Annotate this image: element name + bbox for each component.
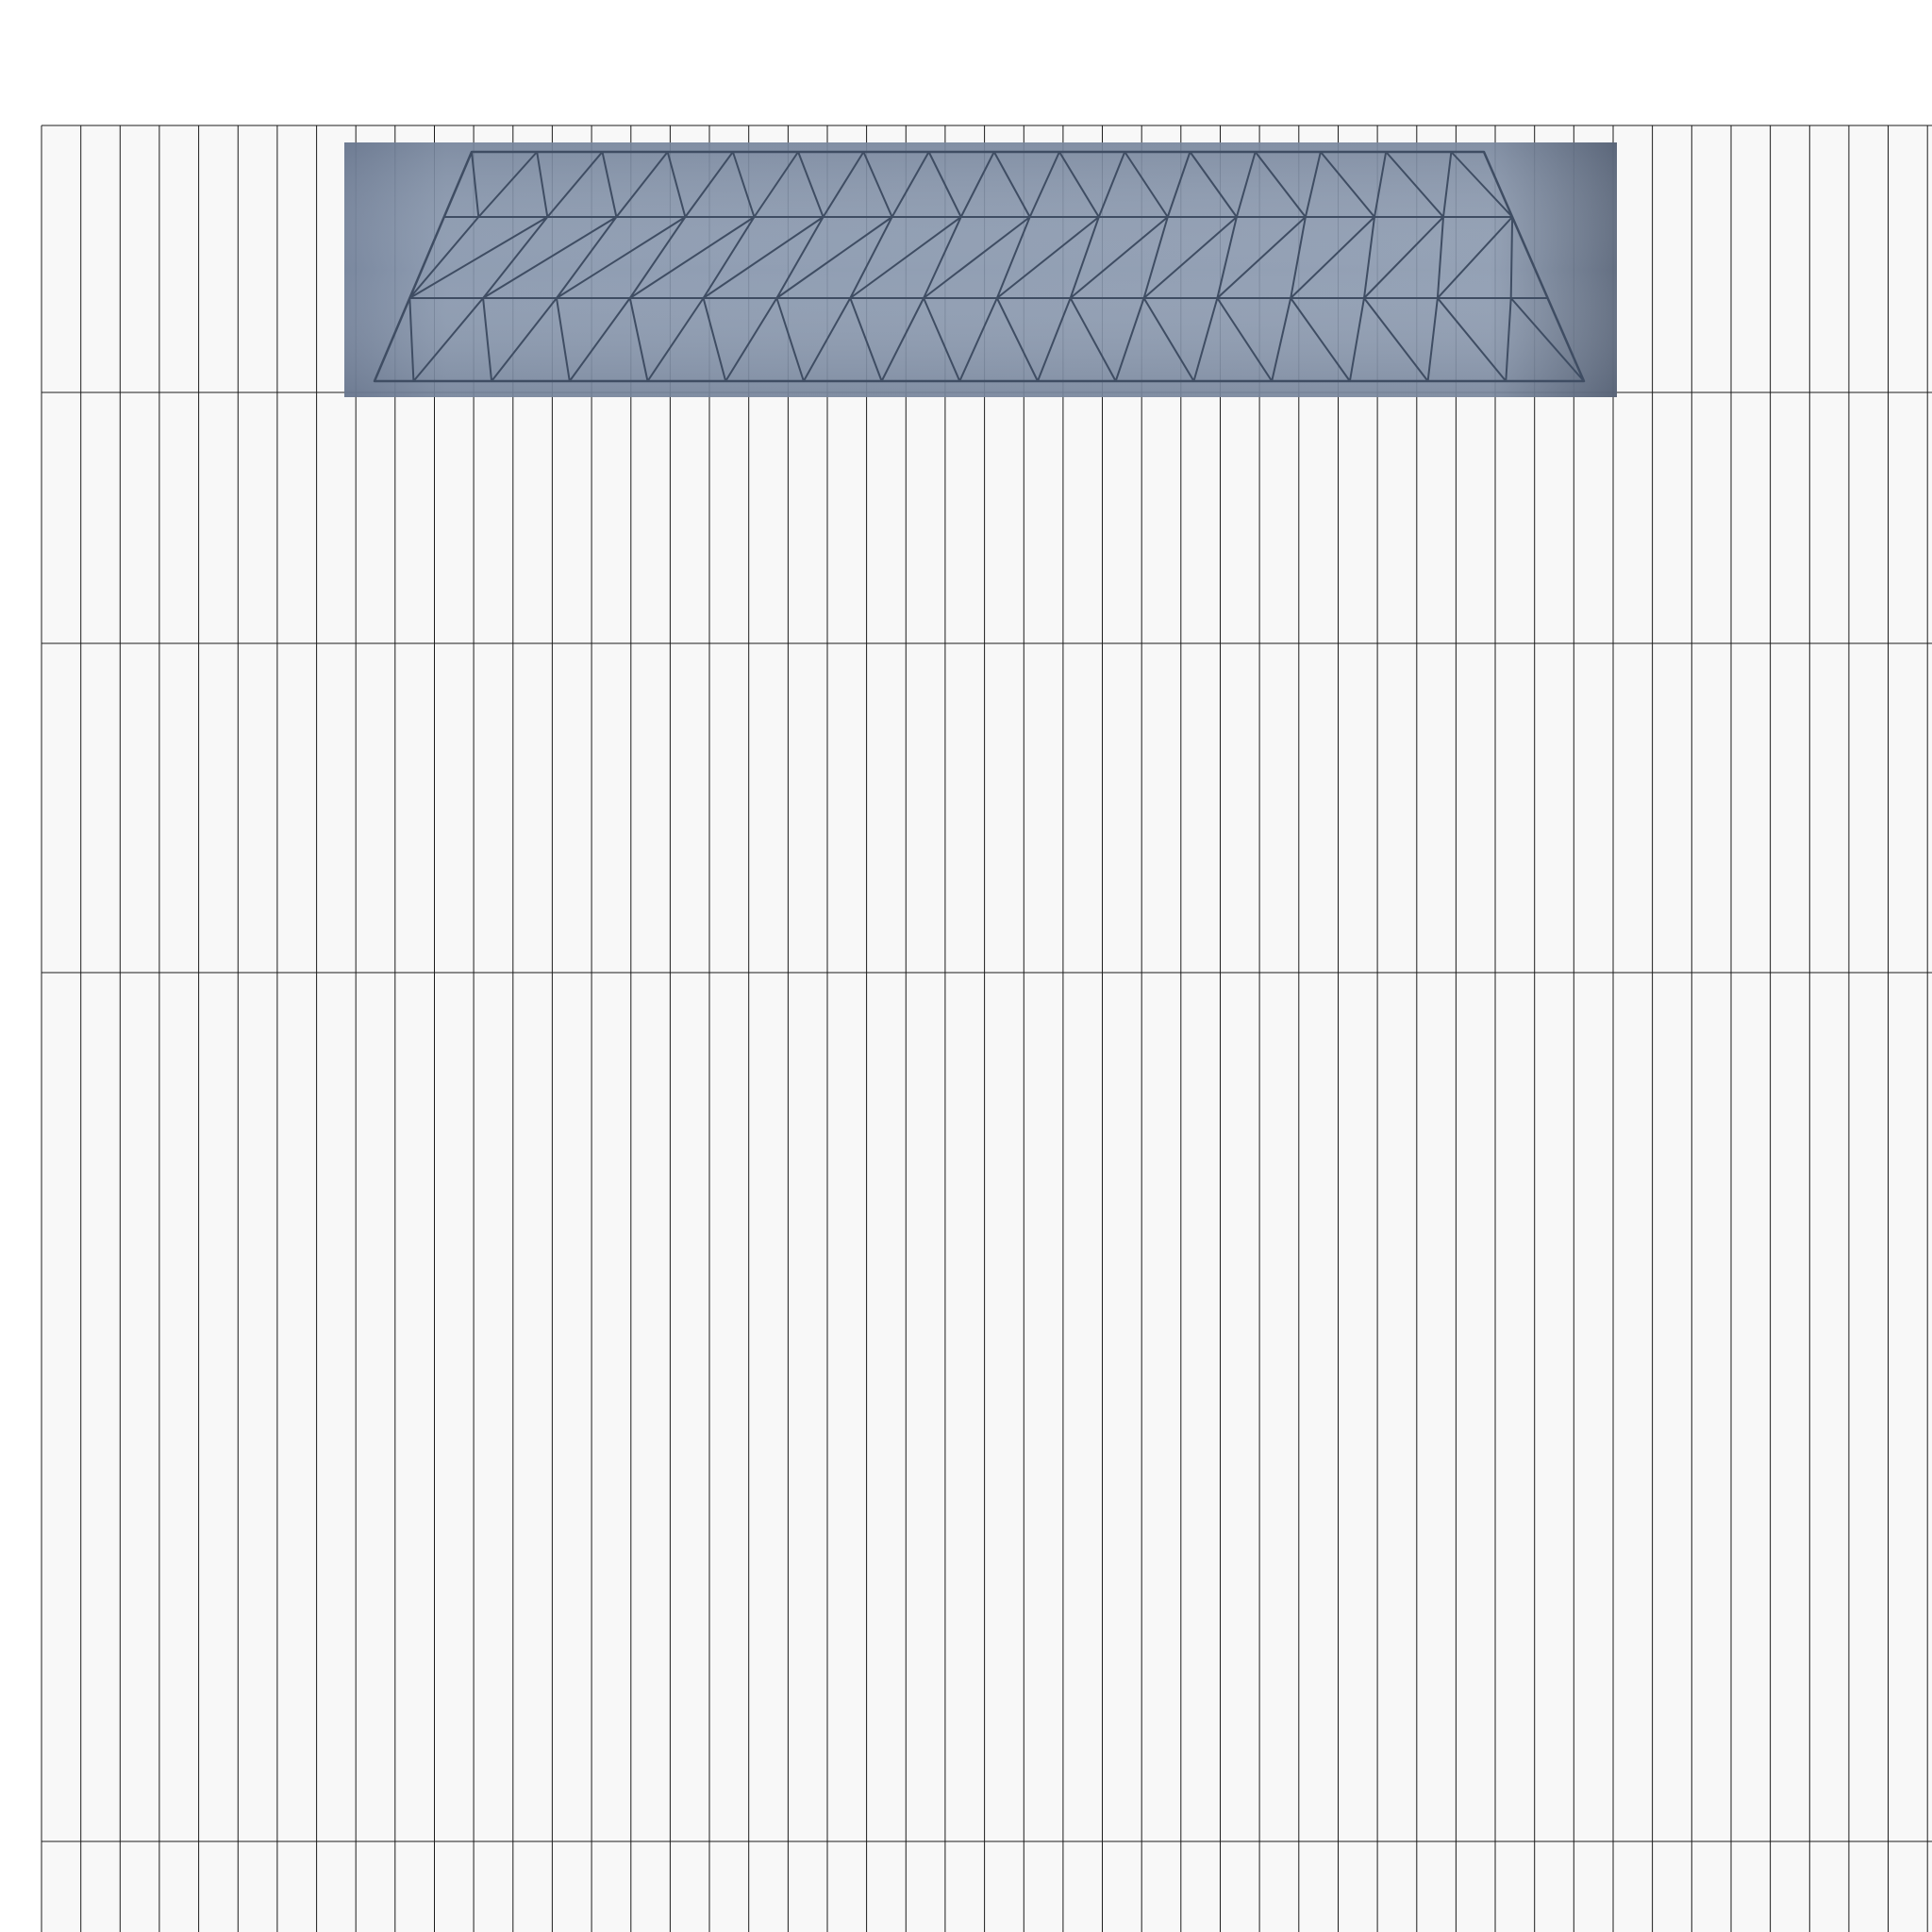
truss-diagonals [408, 297, 1585, 382]
truss-diagonals [408, 216, 1514, 299]
truss-preview[interactable] [344, 142, 1617, 397]
truss-wireframe [373, 150, 1586, 383]
truss-preview-shading [344, 142, 1617, 397]
grid-vertical-lines [41, 125, 1928, 1932]
truss-diagonals [471, 151, 1513, 218]
grid-background [42, 125, 1932, 1932]
